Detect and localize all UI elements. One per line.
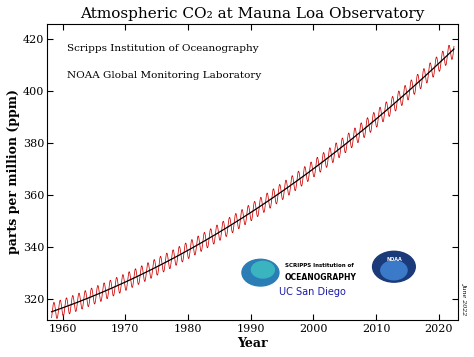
- Circle shape: [251, 261, 274, 278]
- Circle shape: [381, 261, 407, 280]
- Circle shape: [242, 259, 279, 286]
- X-axis label: Year: Year: [237, 337, 267, 350]
- Title: Atmospheric CO₂ at Mauna Loa Observatory: Atmospheric CO₂ at Mauna Loa Observatory: [80, 7, 424, 21]
- Text: OCEANOGRAPHY: OCEANOGRAPHY: [285, 273, 357, 282]
- Text: UC San Diego: UC San Diego: [279, 287, 346, 297]
- Y-axis label: parts per million (ppm): parts per million (ppm): [7, 89, 20, 254]
- Text: June 2022: June 2022: [462, 282, 467, 314]
- Text: NOAA: NOAA: [386, 257, 402, 262]
- Text: Scripps Institution of Oceanography: Scripps Institution of Oceanography: [67, 44, 259, 53]
- Text: NOAA Global Monitoring Laboratory: NOAA Global Monitoring Laboratory: [67, 71, 262, 80]
- Circle shape: [373, 251, 415, 282]
- Text: SCRIPPS Institution of: SCRIPPS Institution of: [285, 263, 354, 268]
